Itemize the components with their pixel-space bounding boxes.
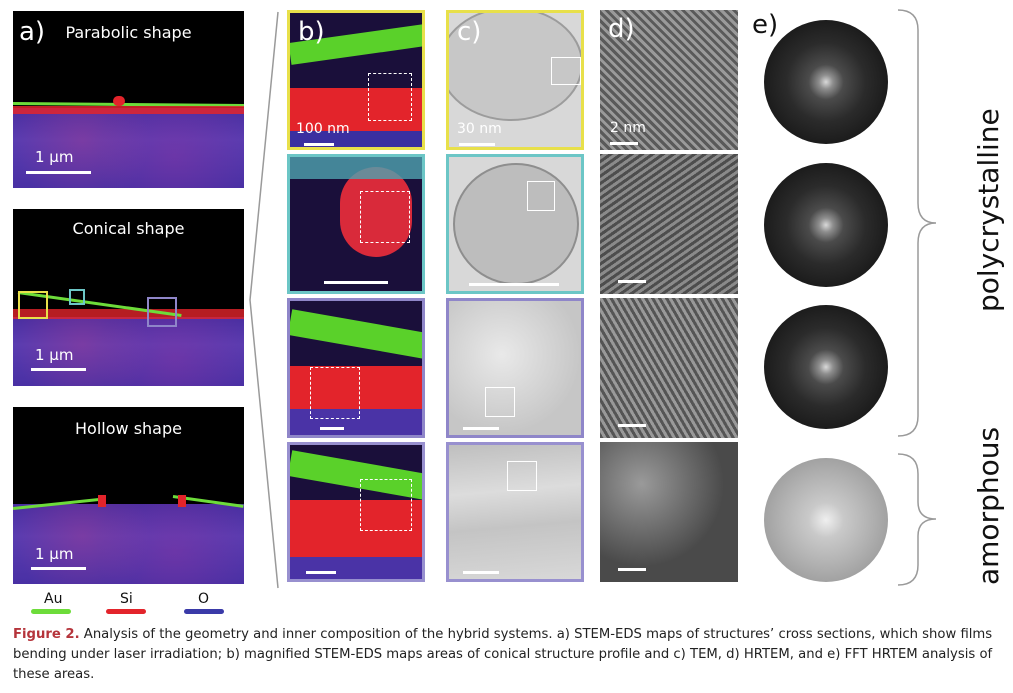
fft-pattern-4 <box>764 458 888 582</box>
scale-label: 1 µm <box>35 148 74 166</box>
scale-bar <box>618 568 646 571</box>
panel-letter-d: d) <box>608 14 635 44</box>
particle <box>449 13 581 121</box>
panel-letter-b: b) <box>298 17 325 47</box>
legend-bar-au <box>31 609 71 614</box>
scale-bar <box>324 281 388 284</box>
scale-label: 1 µm <box>35 346 74 364</box>
panel-letter-e: e) <box>752 10 779 40</box>
highlight-box-yellow <box>18 291 48 319</box>
si-particle <box>98 495 106 507</box>
scale-label: 30 nm <box>457 121 502 137</box>
legend-label-au: Au <box>44 591 63 607</box>
tile-b-2 <box>287 154 425 294</box>
si-particle <box>178 495 186 507</box>
scale-bar <box>618 280 646 283</box>
scale-bar <box>463 427 499 430</box>
bracket-right-polycrystalline <box>897 9 937 437</box>
scale-bar <box>463 571 499 574</box>
zoom-box <box>507 461 537 491</box>
map-title-hollow: Hollow shape <box>75 419 182 438</box>
scale-bar <box>618 424 646 427</box>
texture <box>449 301 581 435</box>
tile-d-1: 2 nm d) <box>600 10 738 150</box>
scale-bar <box>459 143 495 146</box>
zoom-box <box>551 57 581 85</box>
zoom-box <box>360 479 412 531</box>
caption-text: Analysis of the geometry and inner compo… <box>13 627 993 682</box>
fft-pattern-3 <box>764 305 888 429</box>
zoom-box <box>310 367 360 419</box>
fft-pattern-1 <box>764 20 888 144</box>
scale-bar <box>304 143 334 146</box>
zoom-box <box>368 73 412 121</box>
scale-bar <box>31 368 86 371</box>
panel-letter-a: a) <box>19 17 46 47</box>
tile-c-1: 30 nm c) <box>446 10 584 150</box>
zoom-box <box>485 387 515 417</box>
o-region <box>290 557 422 579</box>
scale-label: 100 nm <box>296 121 350 137</box>
tile-c-2 <box>446 154 584 294</box>
scale-bar <box>31 567 86 570</box>
panel-letter-c: c) <box>457 17 482 47</box>
tile-b-4 <box>287 442 425 582</box>
highlight-box-cyan <box>69 289 85 305</box>
map-parabolic: Parabolic shape 1 µm a) <box>13 11 244 188</box>
scale-bar <box>610 142 638 145</box>
highlight-box-purple <box>147 297 177 327</box>
scale-bar <box>469 283 559 286</box>
fft-pattern-2 <box>764 163 888 287</box>
scale-label: 1 µm <box>35 545 74 563</box>
au-film <box>290 157 422 179</box>
map-title-conical: Conical shape <box>72 219 185 238</box>
caption-label: Figure 2. <box>13 627 80 642</box>
scale-bar <box>320 427 344 430</box>
bracket-left <box>249 11 279 589</box>
scale-label: 2 nm <box>610 120 646 136</box>
au-film <box>290 309 422 361</box>
label-polycrystalline: polycrystalline <box>972 108 1005 312</box>
legend-bar-si <box>106 609 146 614</box>
legend-label-si: Si <box>120 591 133 607</box>
legend-bar-o <box>184 609 224 614</box>
scale-bar <box>26 171 91 174</box>
si-layer <box>13 106 244 114</box>
zoom-box <box>360 191 410 243</box>
si-region <box>290 366 422 411</box>
substrate <box>13 504 244 584</box>
bracket-right-amorphous <box>897 453 937 586</box>
legend-label-o: O <box>198 591 210 607</box>
tile-b-1: 100 nm b) <box>287 10 425 150</box>
tile-d-4 <box>600 442 738 582</box>
tile-d-2 <box>600 154 738 294</box>
substrate <box>13 317 244 386</box>
zoom-box <box>527 181 555 211</box>
label-amorphous: amorphous <box>972 426 1005 585</box>
si-region <box>290 88 422 133</box>
map-conical: Conical shape 1 µm <box>13 209 244 386</box>
tile-b-3 <box>287 298 425 438</box>
map-hollow: Hollow shape 1 µm <box>13 407 244 584</box>
si-particle <box>113 96 125 106</box>
tile-d-3 <box>600 298 738 438</box>
si-layer <box>13 309 244 319</box>
substrate <box>13 108 244 188</box>
particle <box>453 163 579 285</box>
figure-caption: Figure 2. Analysis of the geometry and i… <box>13 625 1003 685</box>
tile-c-3 <box>446 298 584 438</box>
texture <box>449 445 581 579</box>
map-title-parabolic: Parabolic shape <box>65 23 192 42</box>
o-region <box>290 409 422 435</box>
tile-c-4 <box>446 442 584 582</box>
scale-bar <box>306 571 336 574</box>
